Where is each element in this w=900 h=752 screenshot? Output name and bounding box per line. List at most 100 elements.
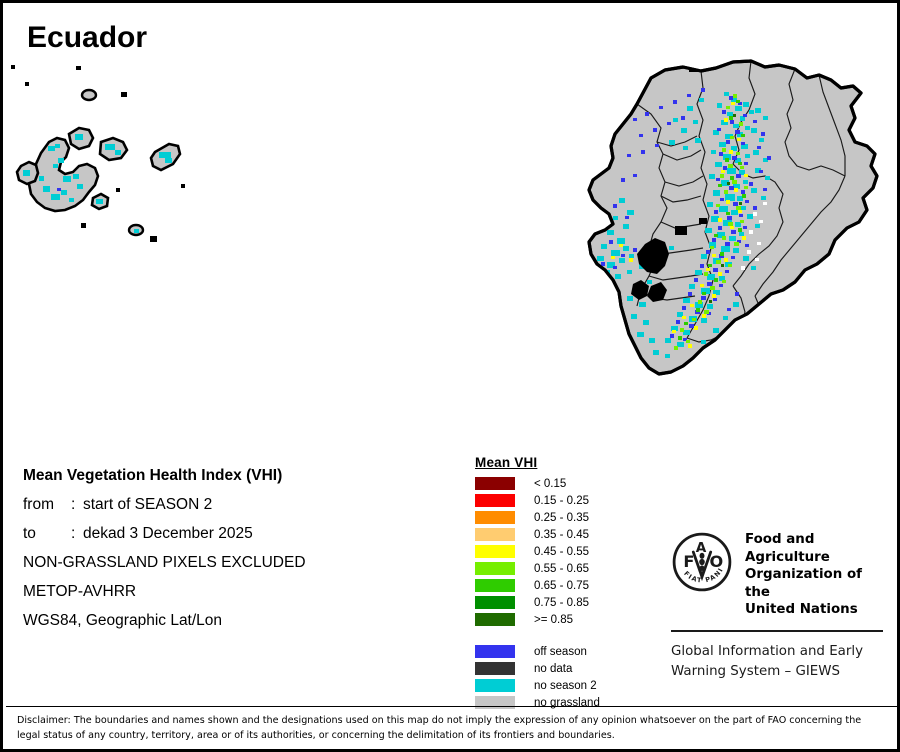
vhi-pixels-class-045-055 xyxy=(611,102,748,348)
metadata-from-key: from xyxy=(23,496,54,513)
fao-divider xyxy=(671,629,883,632)
island-san-cristobal-pixels xyxy=(159,152,172,163)
legend-label-special-1: no data xyxy=(534,662,573,675)
legend-special-list: off season no data no season 2 no grassland xyxy=(471,643,661,711)
legend-title: Mean VHI xyxy=(475,455,538,470)
page-title: Ecuador xyxy=(27,21,148,54)
fao-organization-name: Food and Agriculture Organization of the… xyxy=(745,531,883,619)
metadata-to-row: to: dekad 3 December 2025 xyxy=(23,519,453,548)
svg-text:F: F xyxy=(683,552,694,571)
mainland-ecuador xyxy=(587,59,879,376)
country-outline-top xyxy=(587,59,879,376)
disclaimer-divider xyxy=(6,706,900,707)
legend-row-special-2: no season 2 xyxy=(471,677,661,694)
metadata-from-row: from: start of SEASON 2 xyxy=(23,490,453,519)
legend-class-list: < 0.15 0.15 - 0.25 0.25 - 0.35 0.35 - 0.45 0… xyxy=(471,475,661,628)
island-isabela-vhi-pixels xyxy=(39,144,83,202)
fao-org-line-1: Food and Agriculture xyxy=(745,532,830,565)
legend-label-class-1: 0.15 - 0.25 xyxy=(534,494,589,507)
metadata-to-key: to xyxy=(23,525,36,542)
map-legend: Mean VHI < 0.15 0.15 - 0.25 0.25 - 0.35 0.3… xyxy=(471,455,661,711)
island-fernandina-pixels xyxy=(23,170,30,176)
svg-text:A: A xyxy=(696,540,707,556)
legend-label-class-7: 0.75 - 0.85 xyxy=(534,596,589,609)
island-speck-d xyxy=(181,184,185,188)
legend-label-class-4: 0.45 - 0.55 xyxy=(534,545,589,558)
island-santiago-pixels xyxy=(75,134,83,140)
metadata-to-colon: : xyxy=(71,525,76,542)
vhi-pixels-no-season-2 xyxy=(597,92,770,358)
map-canvas xyxy=(3,58,897,418)
legend-row-class-4: 0.45 - 0.55 xyxy=(471,543,661,560)
legend-row-special-3: no grassland xyxy=(471,694,661,711)
island-speck-c xyxy=(116,188,120,192)
legend-row-class-1: 0.15 - 0.25 xyxy=(471,492,661,509)
island-marchena xyxy=(80,88,98,102)
legend-label-class-2: 0.25 - 0.35 xyxy=(534,511,589,524)
legend-row-class-3: 0.35 - 0.45 xyxy=(471,526,661,543)
giews-line-2: Warning System – GIEWS xyxy=(671,663,840,679)
island-santa-cruz-pixels xyxy=(105,144,121,155)
island-pixel-offseason xyxy=(57,188,61,191)
legend-swatch-class-7 xyxy=(475,596,515,609)
legend-row-class-7: 0.75 - 0.85 xyxy=(471,594,661,611)
metadata-to-value: dekad 3 December 2025 xyxy=(83,525,253,542)
fao-logo-row: F A O FIAT PANIS Food and Agriculture xyxy=(671,531,883,619)
giews-line-1: Global Information and Early xyxy=(671,643,864,659)
metadata-title: Mean Vegetation Health Index (VHI) xyxy=(23,467,283,484)
vhi-pixels-gaps xyxy=(741,202,767,270)
legend-swatch-special-3 xyxy=(475,696,515,709)
metadata-sensor: METOP-AVHRR xyxy=(23,583,137,600)
legend-swatch-special-1 xyxy=(475,662,515,675)
legend-swatch-class-6 xyxy=(475,579,515,592)
metadata-from-value: start of SEASON 2 xyxy=(83,496,213,513)
vhi-pixel-overlay xyxy=(597,88,771,358)
legend-swatch-class-2 xyxy=(475,511,515,524)
island-isabela xyxy=(27,136,100,213)
fao-org-line-2: Organization of the xyxy=(745,567,862,600)
legend-label-special-0: off season xyxy=(534,645,587,658)
legend-row-class-6: 0.65 - 0.75 xyxy=(471,577,661,594)
legend-row-special-1: no data xyxy=(471,660,661,677)
vhi-pixels-class-high xyxy=(709,114,742,303)
metadata-from-colon: : xyxy=(71,496,76,513)
ecuador-map-svg xyxy=(11,59,879,376)
island-speck-b xyxy=(150,236,157,242)
vhi-pixels-class-055-065 xyxy=(674,94,748,350)
metadata-projection: WGS84, Geographic Lat/Lon xyxy=(23,612,223,629)
legend-swatch-class-1 xyxy=(475,494,515,507)
island-espanola-pixels xyxy=(134,229,139,233)
legend-label-class-3: 0.35 - 0.45 xyxy=(534,528,589,541)
legend-label-class-5: 0.55 - 0.65 xyxy=(534,562,589,575)
galapagos-islands xyxy=(11,65,185,242)
country-outline xyxy=(587,59,879,376)
legend-row-special-0: off season xyxy=(471,643,661,660)
island-genovesa xyxy=(121,92,127,97)
legend-swatch-class-3 xyxy=(475,528,515,541)
vhi-pixels-class-065-075 xyxy=(678,100,746,340)
island-speck-a xyxy=(81,223,86,228)
island-darwin xyxy=(11,65,15,69)
legend-label-class-0: < 0.15 xyxy=(534,477,567,490)
legend-label-special-2: no season 2 xyxy=(534,679,597,692)
disclaimer-text: Disclaimer: The boundaries and names sho… xyxy=(17,715,862,741)
legend-row-class-0: < 0.15 xyxy=(471,475,661,492)
legend-row-class-8: >= 0.85 xyxy=(471,611,661,628)
legend-row-class-5: 0.55 - 0.65 xyxy=(471,560,661,577)
legend-swatch-class-5 xyxy=(475,562,515,575)
island-pinta xyxy=(76,66,81,70)
island-floreana-pixels xyxy=(96,199,103,204)
legend-swatch-class-4 xyxy=(475,545,515,558)
fao-org-line-3: United Nations xyxy=(745,602,858,617)
legend-label-class-8: >= 0.85 xyxy=(534,613,574,626)
fao-emblem-icon: F A O FIAT PANIS xyxy=(671,531,732,592)
svg-text:O: O xyxy=(709,552,723,571)
map-metadata: Mean Vegetation Health Index (VHI) from:… xyxy=(23,461,453,635)
giews-programme-name: Global Information and Early Warning Sys… xyxy=(671,642,883,682)
vhi-pixels-off-season xyxy=(601,88,771,341)
legend-swatch-class-8 xyxy=(475,613,515,626)
fao-branding: F A O FIAT PANIS Food and Agriculture xyxy=(671,531,883,682)
legend-row-class-2: 0.25 - 0.35 xyxy=(471,509,661,526)
legend-swatch-class-0 xyxy=(475,477,515,490)
